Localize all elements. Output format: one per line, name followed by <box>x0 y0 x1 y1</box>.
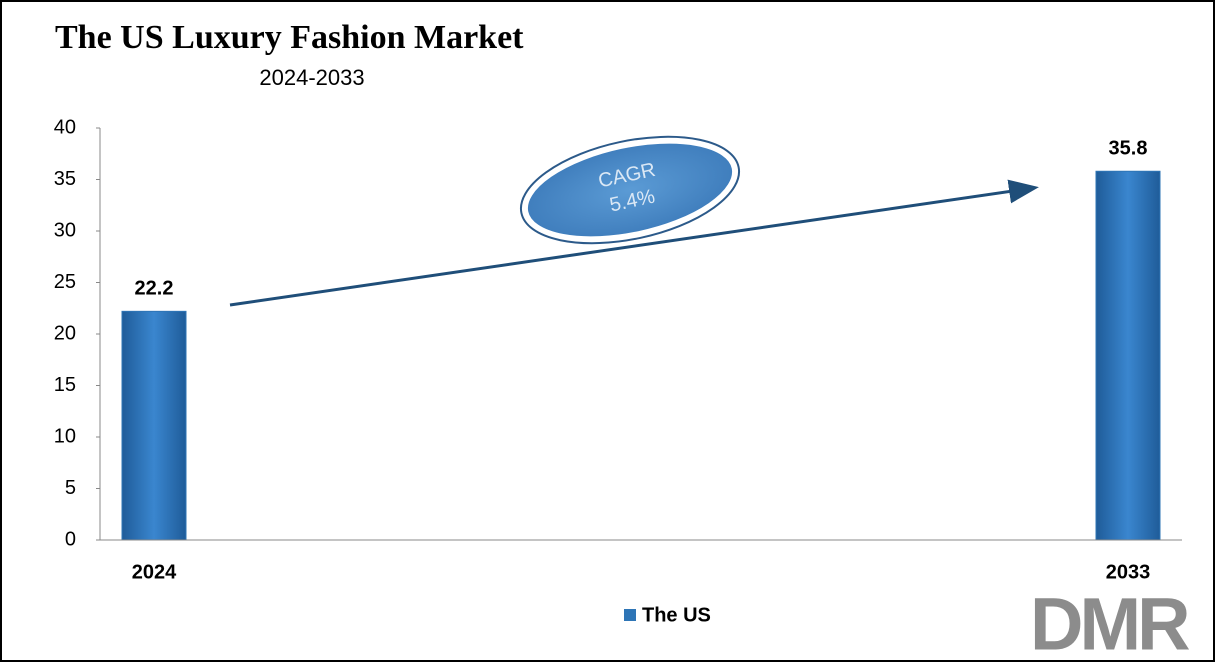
legend-swatch <box>624 609 636 621</box>
x-tick-label: 2024 <box>132 561 177 583</box>
legend-label: The US <box>642 604 711 626</box>
cagr-badge: CAGR 5.4% <box>519 135 741 245</box>
logo: DMR <box>1030 583 1189 663</box>
y-tick-label: 15 <box>54 374 76 396</box>
bar <box>121 310 187 541</box>
y-tick-label: 40 <box>54 116 76 138</box>
value-label: 35.8 <box>1109 138 1148 160</box>
y-tick-label: 0 <box>65 528 76 550</box>
bar <box>1095 170 1161 541</box>
chart-subtitle: 2024-2033 <box>259 65 364 90</box>
x-tick-label: 2033 <box>1106 561 1151 583</box>
chart-title: The US Luxury Fashion Market <box>55 19 524 56</box>
value-label: 22.2 <box>135 278 174 300</box>
y-tick-label: 10 <box>54 425 76 447</box>
y-tick-label: 30 <box>54 219 76 241</box>
trend-arrow <box>229 179 1039 307</box>
y-tick-label: 5 <box>65 477 76 499</box>
cagr-outline <box>519 135 741 245</box>
y-tick-label: 35 <box>54 168 76 190</box>
y-tick-label: 25 <box>54 271 76 293</box>
cagr-ellipse <box>523 139 737 241</box>
y-tick-label: 20 <box>54 322 76 344</box>
